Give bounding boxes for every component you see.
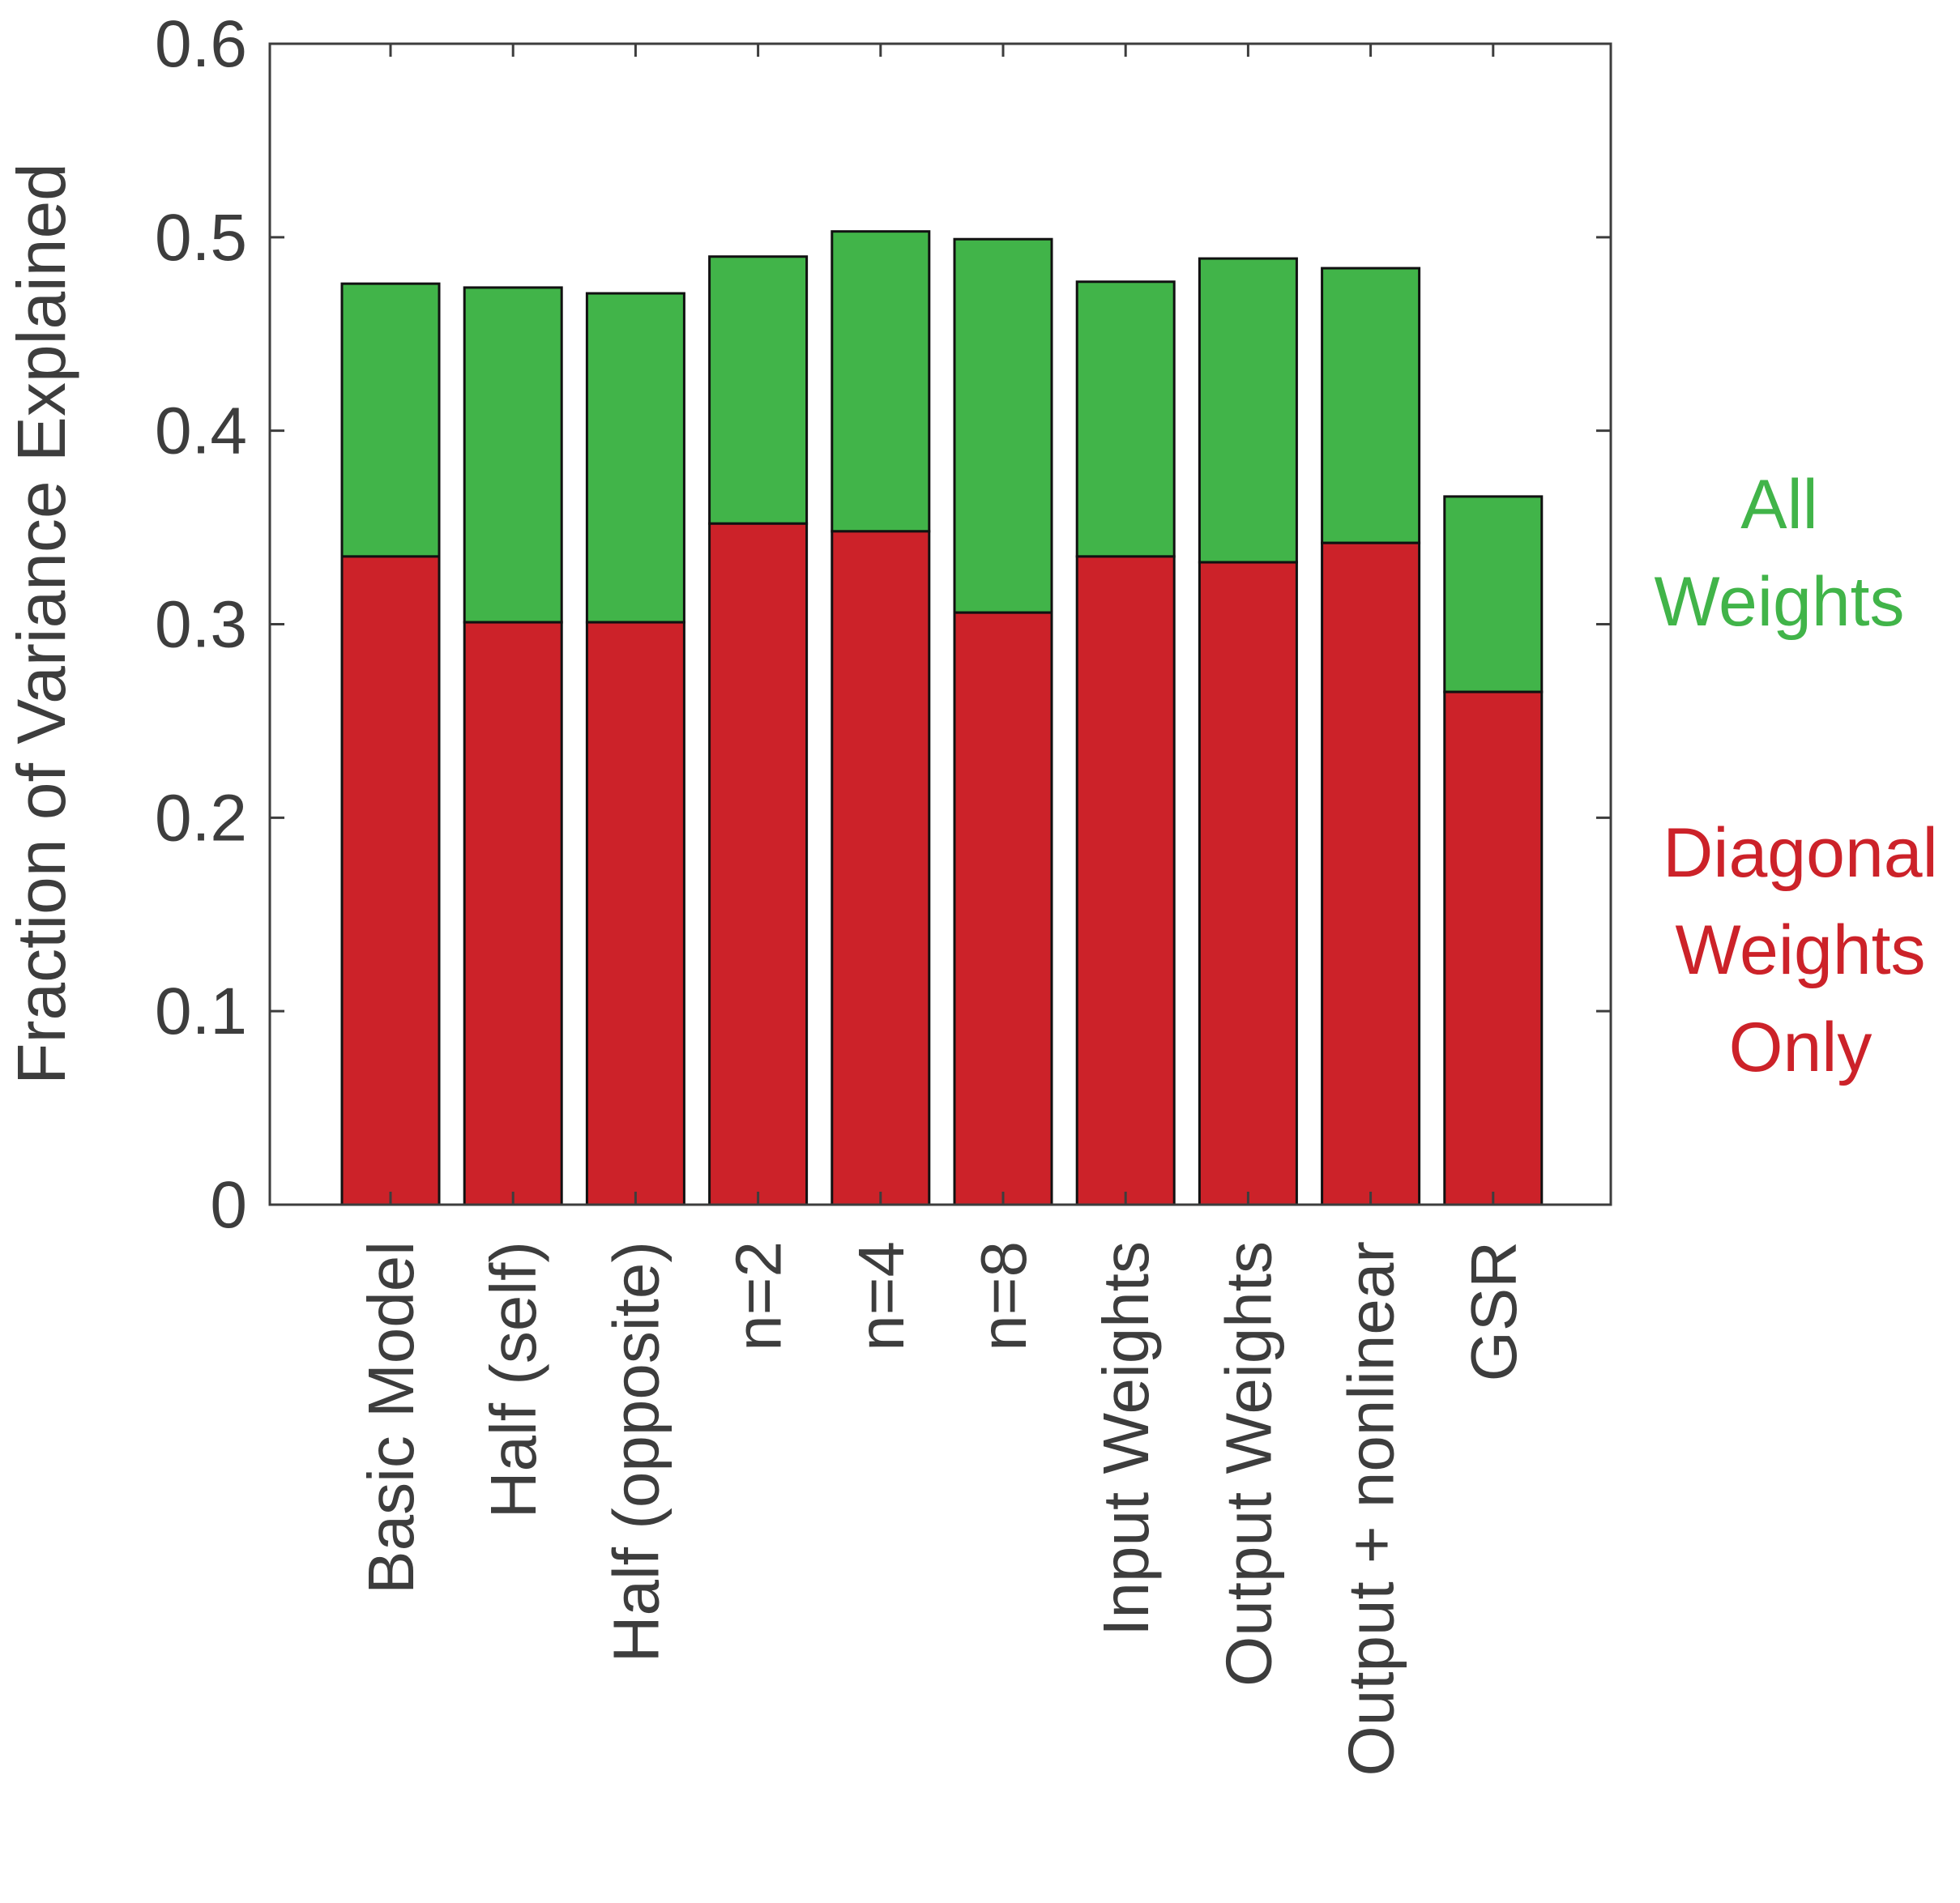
y-axis-title: Fraction of Variance Explained [3,163,79,1085]
ticks-group [270,42,1611,1206]
bar-all-weights [953,237,1053,614]
bar-all-weights [1443,495,1544,693]
x-tick-label: Input Weights [1090,1241,1162,1636]
legend-diagonal-weights-line-2: Weights [1675,911,1925,989]
bar-all-weights [831,230,931,533]
bar-all-weights [340,282,441,558]
bars-group [340,230,1544,1206]
category-labels: Basic Model Half (self) Half (opposite) n=2… [355,1241,1530,1776]
x-tick-label: Output + nonlinear [1335,1241,1407,1776]
x-tick-label: Half (self) [477,1241,549,1518]
bar-diagonal-weights [953,611,1053,1206]
x-tick-label: n=2 [723,1241,795,1351]
y-tick-label: 0.1 [155,975,247,1048]
legend: All Weights Diagonal Weights Only [1654,466,1937,1086]
x-tick-label: GSR [1458,1241,1530,1381]
y-tick-label: 0.2 [155,781,247,855]
bar-diagonal-weights [1198,561,1298,1206]
legend-diagonal-weights-line-1: Diagonal [1663,814,1937,892]
x-tick-label: Half (opposite) [600,1241,672,1662]
x-tick-label: Output Weights [1212,1241,1284,1687]
y-tick-label: 0 [210,1168,247,1242]
bar-all-weights [708,255,809,525]
bar-all-weights [585,292,685,624]
y-tick-label: 0.3 [155,588,247,662]
bar-all-weights [1198,257,1298,564]
bar-diagonal-weights [708,522,809,1206]
bar-diagonal-weights [463,621,563,1206]
x-tick-label: n=8 [967,1241,1040,1351]
bar-diagonal-weights [585,621,685,1206]
x-tick-label: n=4 [845,1241,917,1351]
y-tick-label: 0.6 [155,7,247,81]
bar-all-weights [1321,267,1421,544]
bar-diagonal-weights [831,530,931,1206]
bar-diagonal-weights [1075,555,1176,1206]
bar-all-weights [463,286,563,624]
x-tick-label: Basic Model [355,1241,427,1594]
y-tick-labels: 0 0.1 0.2 0.3 0.4 0.5 0.6 [155,7,247,1242]
bar-diagonal-weights [1443,690,1544,1206]
y-tick-label: 0.5 [155,201,247,275]
legend-all-weights-line-2: Weights [1654,563,1904,641]
legend-diagonal-weights-line-3: Only [1729,1009,1872,1086]
bar-all-weights [1075,280,1176,558]
bar-diagonal-weights [340,555,441,1206]
bar-diagonal-weights [1321,541,1421,1206]
y-tick-label: 0.4 [155,395,247,468]
legend-all-weights-line-1: All [1740,466,1818,544]
